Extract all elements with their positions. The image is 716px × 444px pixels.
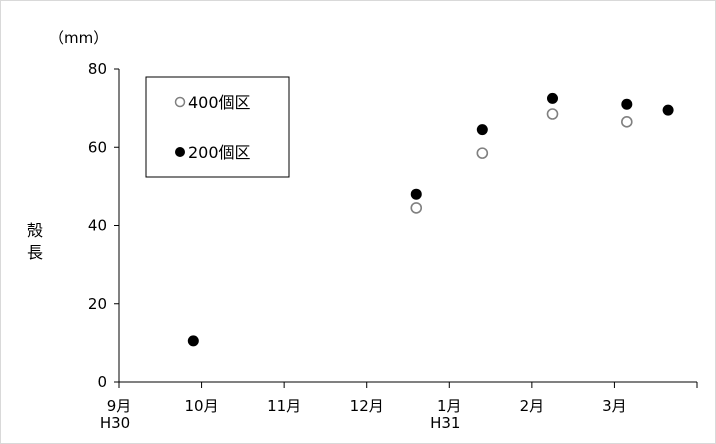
data-point-400 (410, 202, 423, 214)
data-point-400 (476, 147, 489, 159)
legend-label-200: 200個区 (188, 143, 251, 162)
x-tick-label: 1月 (437, 397, 462, 415)
data-points (187, 92, 674, 347)
y-axis-label-char: 長 (27, 243, 43, 262)
data-point-200 (662, 104, 674, 116)
y-axis-label: 殻長 (27, 221, 43, 262)
x-tick-label: 11月 (267, 397, 301, 415)
x-tick-sublabel: H30 (100, 414, 130, 432)
legend-open-circle-icon (174, 96, 186, 108)
data-point-400 (621, 116, 633, 128)
x-tick-label: 2月 (520, 397, 545, 415)
x-tick-label: 3月 (602, 397, 627, 415)
data-point-200 (547, 92, 558, 104)
y-tick-label: 20 (88, 295, 107, 313)
data-point-200 (410, 188, 422, 200)
data-point-200 (621, 98, 633, 110)
data-point-400 (546, 108, 559, 120)
legend-label-400: 400個区 (188, 93, 251, 112)
legend: 400個区 200個区 (145, 76, 290, 178)
x-tick-label: 9月 (107, 397, 132, 415)
y-tick-label: 60 (88, 138, 107, 156)
x-tick-label: 12月 (350, 397, 384, 415)
legend-filled-circle-icon (175, 147, 185, 157)
y-tick-label: 80 (88, 60, 107, 78)
y-axis-label-char: 殻 (27, 221, 43, 240)
x-tick-sublabel: H31 (430, 414, 460, 432)
x-tick-label: 10月 (185, 397, 219, 415)
y-tick-label: 40 (88, 217, 107, 235)
y-tick-label: 0 (97, 373, 107, 391)
legend-box (145, 76, 290, 178)
data-point-200 (476, 124, 488, 136)
data-point-200 (187, 335, 199, 347)
y-unit-label: （mm） (49, 29, 108, 47)
